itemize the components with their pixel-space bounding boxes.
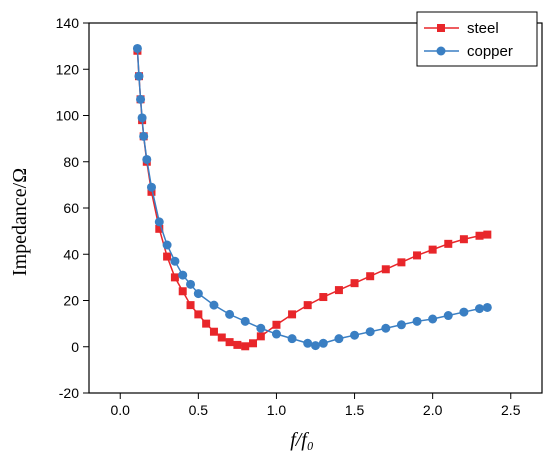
x-tick-label: 1.5: [345, 402, 365, 418]
data-point-copper: [318, 338, 328, 348]
data-point-steel: [319, 293, 328, 302]
data-point-steel: [288, 310, 297, 319]
data-point-copper: [365, 327, 375, 337]
legend: steel copper: [416, 11, 538, 67]
series-line-copper: [136, 48, 488, 347]
data-point-copper: [240, 316, 250, 326]
y-axis: -20 0 20 40 60 80 100 120 140: [56, 15, 89, 401]
data-point-steel: [350, 279, 359, 288]
data-point-steel: [397, 258, 406, 267]
y-tick-label: 80: [63, 154, 79, 170]
data-point-steel: [381, 265, 390, 274]
legend-box: [416, 11, 538, 67]
data-point-copper: [459, 307, 469, 317]
data-point-copper: [225, 309, 235, 319]
data-point-steel: [194, 310, 203, 319]
data-point-steel: [249, 339, 258, 348]
data-point-copper: [136, 94, 146, 104]
data-point-copper: [209, 300, 219, 310]
data-point-copper: [137, 113, 147, 123]
plot-border: [88, 22, 543, 394]
data-point-copper: [178, 270, 188, 280]
legend-label: copper: [467, 43, 513, 60]
legend-label: steel: [467, 20, 499, 37]
data-point-copper: [186, 279, 196, 289]
data-point-copper: [132, 43, 142, 53]
series-copper: [132, 43, 492, 351]
data-point-copper: [154, 217, 164, 227]
data-point-copper: [311, 341, 320, 351]
data-point-steel: [163, 252, 172, 261]
series-layer: [132, 43, 492, 351]
x-axis-title: f/f₀: [290, 429, 314, 451]
data-point-copper: [443, 311, 453, 321]
data-point-steel: [217, 333, 226, 342]
data-point-copper: [271, 329, 281, 339]
data-point-steel: [459, 235, 468, 244]
y-tick-label: -20: [59, 385, 79, 401]
data-point-copper: [350, 330, 360, 340]
data-point-copper: [396, 320, 406, 330]
data-point-steel: [225, 338, 234, 347]
legend-swatch-marker: [437, 24, 445, 32]
data-point-copper: [381, 323, 391, 333]
data-point-steel: [186, 301, 195, 310]
data-point-steel: [428, 245, 437, 254]
data-point-steel: [233, 340, 242, 349]
x-tick-label: 2.5: [501, 402, 521, 418]
x-axis: 0.0 0.5 1.0 1.5 2.0 2.5: [111, 393, 521, 418]
x-tick-label: 0.5: [189, 402, 209, 418]
data-point-copper: [162, 240, 172, 250]
y-tick-label: 0: [71, 339, 79, 355]
plot-frame: [88, 22, 543, 394]
legend-swatch-marker: [436, 46, 446, 56]
data-point-copper: [412, 316, 422, 326]
data-point-steel: [366, 272, 375, 281]
y-tick-label: 140: [56, 15, 80, 31]
data-point-steel: [202, 319, 211, 328]
data-point-steel: [483, 230, 492, 239]
data-point-steel: [334, 286, 343, 295]
series-steel: [133, 46, 492, 351]
data-point-copper: [139, 131, 149, 141]
data-point-copper: [146, 182, 156, 192]
data-point-copper: [142, 154, 152, 164]
data-point-steel: [147, 187, 156, 196]
data-point-copper: [334, 334, 344, 344]
data-point-copper: [256, 323, 266, 333]
data-point-steel: [272, 320, 281, 329]
data-point-steel: [413, 251, 422, 260]
y-axis-title: Impedance/Ω: [9, 168, 31, 276]
data-point-steel: [178, 287, 187, 296]
y-tick-label: 40: [63, 246, 79, 262]
data-point-steel: [209, 327, 218, 336]
data-point-steel: [241, 342, 250, 351]
y-tick-label: 120: [56, 61, 80, 77]
data-point-steel: [475, 231, 484, 240]
data-point-copper: [428, 314, 438, 324]
data-point-steel: [170, 273, 179, 282]
data-point-copper: [303, 338, 313, 348]
data-point-steel: [155, 224, 164, 233]
data-point-steel: [303, 301, 312, 310]
y-tick-label: 20: [63, 293, 79, 309]
y-tick-label: 100: [56, 108, 80, 124]
data-point-copper: [475, 304, 485, 314]
x-tick-label: 2.0: [423, 402, 443, 418]
data-point-copper: [170, 256, 180, 266]
data-point-copper: [134, 71, 144, 81]
x-tick-label: 1.0: [267, 402, 287, 418]
y-tick-label: 60: [63, 200, 79, 216]
data-point-steel: [444, 239, 453, 248]
data-point-steel: [256, 332, 265, 341]
data-point-copper: [287, 334, 297, 344]
x-tick-label: 0.0: [111, 402, 131, 418]
data-point-copper: [193, 289, 203, 299]
data-point-copper: [482, 302, 492, 312]
